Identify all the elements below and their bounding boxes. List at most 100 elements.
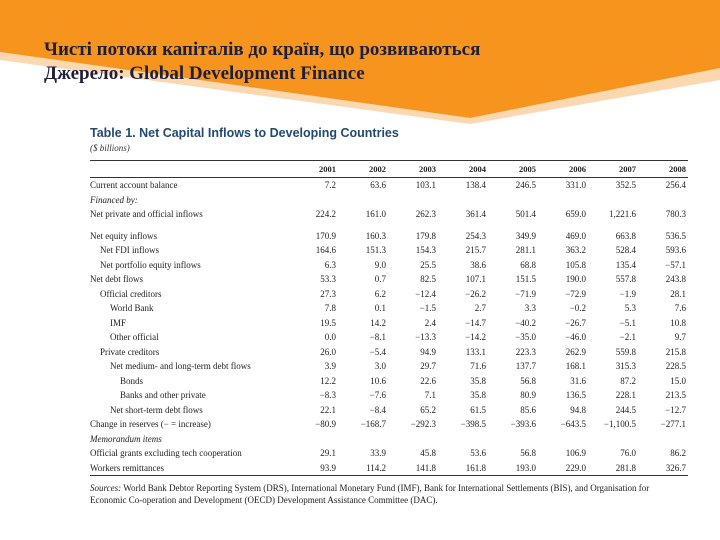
- value-cell: 29.1: [320, 448, 336, 459]
- value-cell: 228.5: [665, 361, 686, 372]
- value-cell: 363.2: [565, 245, 586, 256]
- source-label: Sources:: [90, 483, 122, 493]
- table-top-rule: [90, 160, 688, 161]
- row-label: Net equity inflows: [90, 230, 157, 241]
- value-cell: 80.9: [520, 390, 536, 401]
- value-cell: 161.8: [465, 462, 486, 473]
- value-cell: 469.0: [565, 230, 586, 241]
- value-cell: 326.7: [665, 462, 686, 473]
- value-cell: 0.0: [324, 332, 336, 343]
- value-cell: −1.5: [419, 303, 436, 314]
- value-cell: 281.1: [515, 245, 536, 256]
- value-cell: −14.7: [465, 317, 486, 328]
- table-bottom-rule: [90, 475, 688, 476]
- value-cell: −5.4: [369, 346, 386, 357]
- year-header: 2005: [488, 161, 538, 178]
- value-cell: 0.7: [374, 274, 386, 285]
- value-cell: −71.9: [515, 288, 536, 299]
- value-cell: −12.4: [415, 288, 436, 299]
- value-cell: 1,221.6: [609, 209, 636, 220]
- row-label: Net short-term debt flows: [110, 404, 203, 415]
- row-label: IMF: [110, 317, 127, 328]
- value-cell: −14.2: [465, 332, 486, 343]
- value-cell: −393.6: [510, 419, 536, 430]
- value-cell: 160.3: [365, 230, 386, 241]
- value-cell: 94.9: [420, 346, 436, 357]
- value-cell: 361.4: [465, 209, 486, 220]
- row-label: Current account balance: [90, 180, 178, 191]
- value-cell: 135.4: [615, 259, 636, 270]
- value-cell: −398.5: [460, 419, 486, 430]
- row-label: Memorandum items: [90, 433, 162, 444]
- value-cell: [388, 432, 438, 447]
- value-cell: 5.3: [624, 303, 636, 314]
- row-label: Net medium- and long-term debt flows: [110, 361, 251, 372]
- table-row: IMF 19.5 14.2 2.4 −14.7 −40.2 −26.7 −5.1 10.8: [90, 316, 688, 331]
- table-row: Net FDI inflows 164.6 151.3 154.3 215.7 281.1…: [90, 243, 688, 258]
- value-cell: 141.8: [415, 462, 436, 473]
- value-cell: [538, 193, 588, 208]
- value-cell: 213.5: [665, 390, 686, 401]
- value-cell: 193.0: [515, 462, 536, 473]
- table-source-note: Sources: World Bank Debtor Reporting Sys…: [90, 482, 688, 506]
- value-cell: 3.0: [374, 361, 386, 372]
- value-cell: −2.1: [619, 332, 636, 343]
- value-cell: 106.9: [565, 448, 586, 459]
- table-row: Bonds 12.2 10.6 22.6 35.8 56.8 31.6 87.2 15.0: [90, 374, 688, 389]
- value-cell: 593.6: [665, 245, 686, 256]
- value-cell: 86.2: [670, 448, 686, 459]
- value-cell: 352.5: [615, 180, 636, 191]
- table-row: Change in reserves (− = increase) −80.9 −1…: [90, 417, 688, 432]
- value-cell: [588, 193, 638, 208]
- slide-title: Чисті потоки капіталів до країн, що розв…: [44, 38, 480, 86]
- value-cell: 56.8: [520, 448, 536, 459]
- value-cell: 315.3: [615, 361, 636, 372]
- row-label: Other official: [110, 332, 159, 343]
- value-cell: 25.5: [420, 259, 436, 270]
- value-cell: 15.0: [670, 375, 686, 386]
- value-cell: 164.6: [315, 245, 336, 256]
- value-cell: 105.8: [565, 259, 586, 270]
- value-cell: 29.7: [420, 361, 436, 372]
- value-cell: −1.9: [619, 288, 636, 299]
- value-cell: 228.1: [615, 390, 636, 401]
- value-cell: 349.9: [515, 230, 536, 241]
- value-cell: 7.2: [324, 180, 336, 191]
- value-cell: 138.4: [465, 180, 486, 191]
- value-cell: 663.8: [615, 230, 636, 241]
- table-row: Financed by:: [90, 193, 688, 208]
- value-cell: 94.8: [570, 404, 586, 415]
- table-row: World Bank 7.8 0.1 −1.5 2.7 3.3 −0.2 5.3 7.6: [90, 301, 688, 316]
- value-cell: 6.3: [324, 259, 336, 270]
- value-cell: 7.8: [324, 303, 336, 314]
- value-cell: 262.3: [415, 209, 436, 220]
- value-cell: 7.1: [424, 390, 436, 401]
- value-cell: 93.9: [320, 462, 336, 473]
- header-row: 2001 2002 2003 2004 2005 2006 2007 2008: [90, 161, 688, 178]
- value-cell: 229.0: [565, 462, 586, 473]
- row-label: Financed by:: [90, 194, 138, 205]
- value-cell: 151.3: [365, 245, 386, 256]
- table-row: Net short-term debt flows 22.1 −8.4 65.2 61.…: [90, 403, 688, 418]
- table-row: Other official 0.0 −8.1 −13.3 −14.2 −35.0 −46.…: [90, 330, 688, 345]
- year-header: 2001: [288, 161, 338, 178]
- value-cell: 63.6: [370, 180, 386, 191]
- row-label: Net FDI inflows: [100, 245, 159, 256]
- value-cell: 7.6: [674, 303, 686, 314]
- value-cell: 35.8: [470, 390, 486, 401]
- value-cell: 28.1: [670, 288, 686, 299]
- value-cell: 10.6: [370, 375, 386, 386]
- row-label: Net private and official inflows: [90, 209, 203, 220]
- row-label: Official creditors: [100, 288, 162, 299]
- value-cell: 107.1: [465, 274, 486, 285]
- value-cell: [538, 432, 588, 447]
- value-cell: 3.3: [524, 303, 536, 314]
- value-cell: [288, 193, 338, 208]
- table-container: Table 1. Net Capital Inflows to Developi…: [90, 126, 688, 506]
- table-row: Net private and official inflows 224.2 161…: [90, 207, 688, 222]
- table-row: Net debt flows 53.3 0.7 82.5 107.1 151.5 190.0…: [90, 272, 688, 287]
- value-cell: −12.7: [665, 404, 686, 415]
- value-cell: [488, 193, 538, 208]
- value-cell: 501.4: [515, 209, 536, 220]
- year-header: 2002: [338, 161, 388, 178]
